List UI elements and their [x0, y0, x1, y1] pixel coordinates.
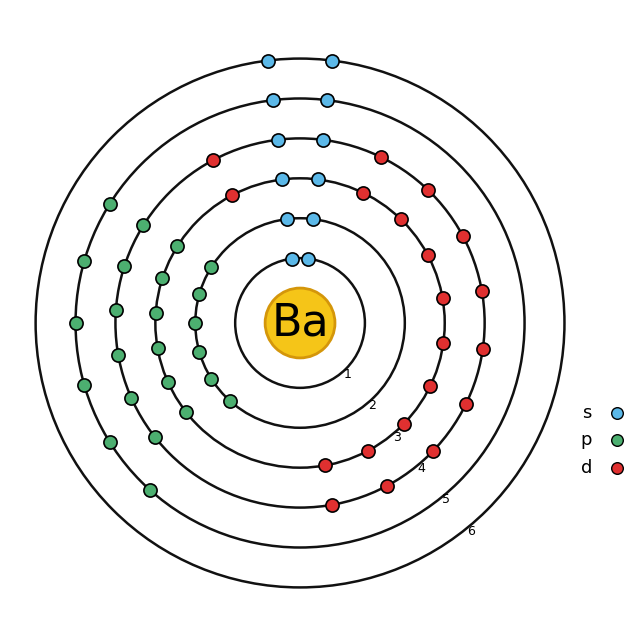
Point — [461, 399, 471, 409]
Point — [422, 250, 433, 260]
Point — [268, 95, 278, 105]
Point — [327, 55, 337, 65]
Point — [206, 374, 216, 384]
Point — [381, 481, 392, 491]
Text: 5: 5 — [442, 494, 451, 506]
Point — [612, 435, 622, 445]
Point — [262, 55, 273, 65]
Point — [399, 419, 409, 429]
Point — [194, 347, 204, 357]
Point — [438, 338, 449, 348]
Point — [111, 305, 121, 315]
Circle shape — [265, 288, 335, 358]
Point — [150, 308, 161, 318]
Point — [317, 135, 328, 145]
Text: 1: 1 — [344, 367, 352, 381]
Point — [172, 241, 182, 251]
Point — [396, 214, 406, 224]
Text: p: p — [580, 431, 592, 449]
Point — [423, 185, 433, 196]
Point — [425, 381, 435, 392]
Point — [138, 220, 148, 230]
Point — [152, 343, 163, 353]
Point — [126, 393, 136, 403]
Point — [277, 174, 287, 185]
Point — [612, 408, 622, 418]
Text: 4: 4 — [418, 462, 426, 475]
Point — [145, 485, 155, 495]
Point — [206, 262, 216, 272]
Point — [227, 190, 237, 201]
Point — [323, 95, 333, 105]
Point — [157, 273, 168, 283]
Point — [308, 214, 318, 224]
Point — [181, 407, 191, 417]
Point — [70, 318, 81, 328]
Point — [190, 318, 200, 328]
Point — [225, 395, 235, 406]
Text: 6: 6 — [467, 525, 475, 538]
Point — [273, 135, 283, 145]
Point — [477, 344, 488, 354]
Point — [79, 256, 90, 266]
Point — [428, 446, 438, 456]
Point — [104, 437, 115, 447]
Point — [104, 199, 115, 209]
Point — [312, 174, 323, 185]
Point — [477, 286, 487, 296]
Point — [320, 460, 330, 470]
Text: 3: 3 — [393, 431, 401, 444]
Text: d: d — [580, 459, 592, 477]
Point — [194, 289, 204, 299]
Point — [119, 261, 129, 271]
Text: s: s — [582, 404, 592, 422]
Point — [376, 152, 386, 162]
Point — [612, 463, 622, 473]
Text: Ba: Ba — [271, 301, 329, 344]
Point — [437, 293, 447, 303]
Point — [208, 155, 218, 165]
Point — [150, 431, 160, 442]
Point — [327, 500, 337, 510]
Point — [303, 253, 313, 263]
Point — [282, 214, 292, 224]
Point — [79, 379, 90, 390]
Point — [358, 188, 369, 198]
Point — [363, 445, 373, 456]
Point — [458, 231, 468, 242]
Point — [163, 377, 173, 387]
Point — [113, 350, 124, 360]
Text: 2: 2 — [369, 399, 376, 412]
Point — [287, 253, 297, 263]
